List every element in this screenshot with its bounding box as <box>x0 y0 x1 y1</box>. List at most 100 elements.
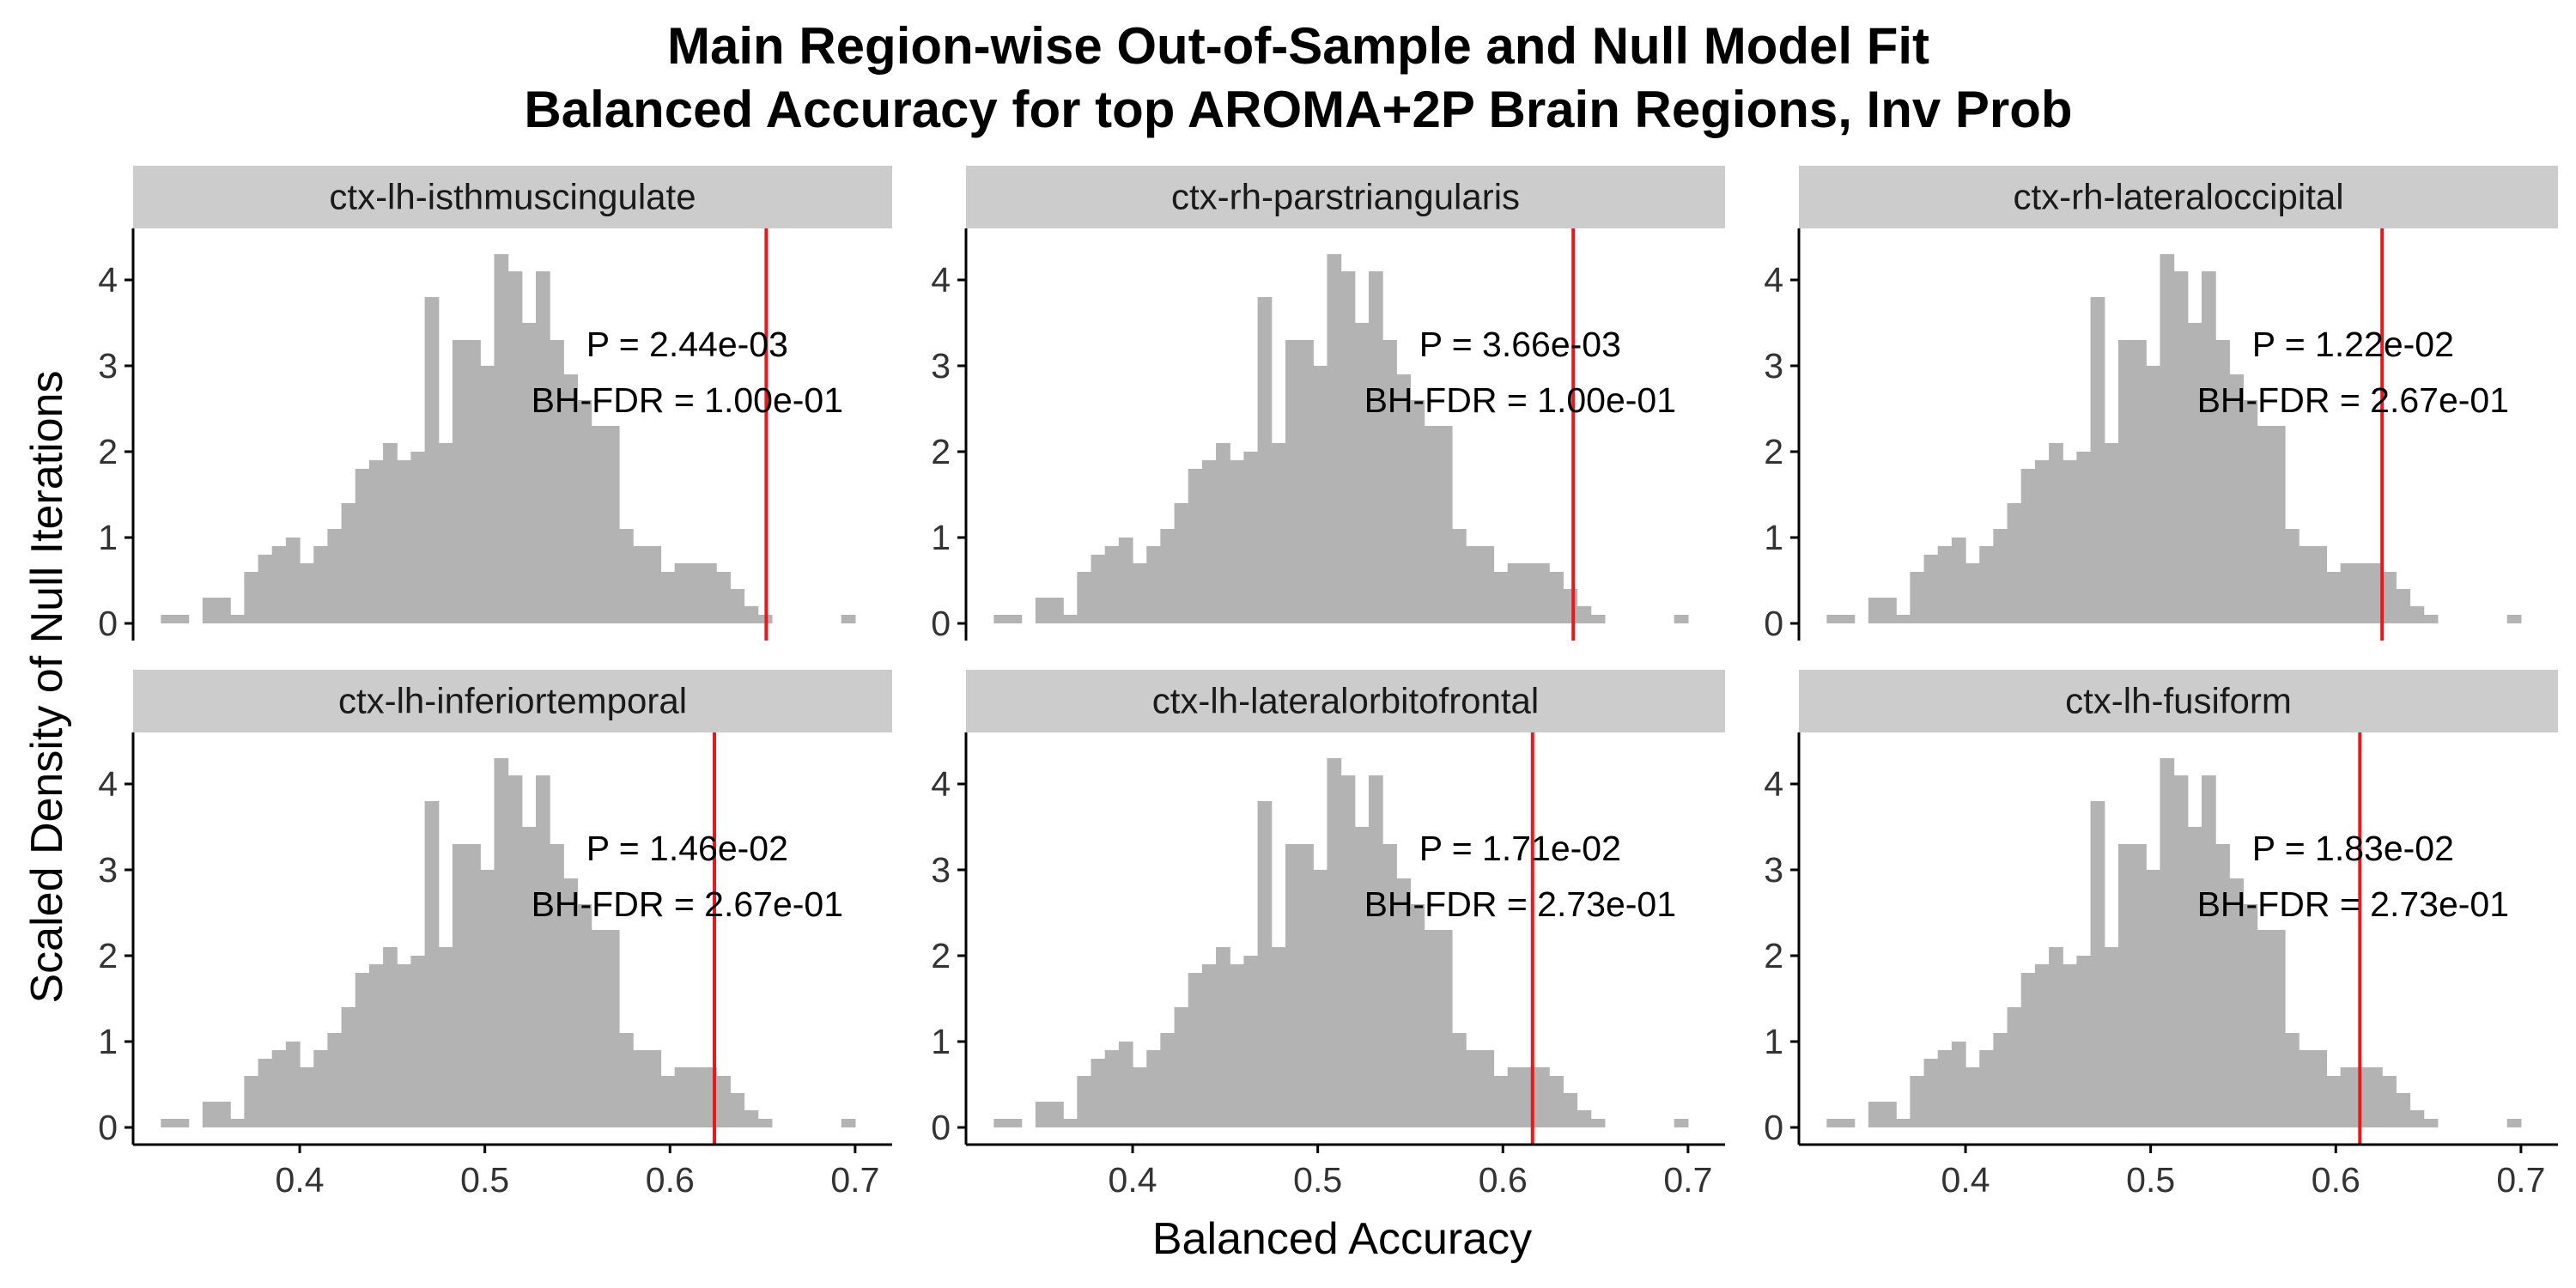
p-value-label: P = 3.66e-03 <box>1419 325 1621 364</box>
histogram-bar <box>1049 1102 1064 1127</box>
histogram-bar <box>368 460 384 623</box>
p-value-label: P = 1.71e-02 <box>1419 829 1621 868</box>
x-tick-label: 0.7 <box>830 1160 879 1200</box>
histogram-bar <box>438 443 453 623</box>
histogram-bar <box>424 801 440 1127</box>
histogram-bar <box>1563 1093 1578 1127</box>
histogram-bar <box>1577 1110 1592 1127</box>
histogram-bar <box>1091 555 1106 623</box>
histogram-bar <box>2368 1067 2383 1127</box>
histogram-bar <box>1174 503 1189 623</box>
histogram-bar <box>1299 844 1314 1127</box>
histogram-bar <box>1868 1102 1883 1127</box>
histogram-bar <box>1882 598 1897 623</box>
histogram-bar <box>2312 546 2328 623</box>
histogram-bar <box>2146 366 2161 623</box>
histogram-bar <box>1201 460 1217 623</box>
histogram-bar <box>2160 254 2175 623</box>
histogram-bar <box>230 615 245 623</box>
histogram-bar <box>1923 1059 1939 1127</box>
histogram-bars <box>993 254 1689 623</box>
bh-fdr-label: BH-FDR = 1.00e-01 <box>1364 380 1676 420</box>
facet-panel: ctx-rh-parstriangularis P = 3.66e-03 BH-FD… <box>931 166 1725 643</box>
histogram-bar <box>1549 572 1564 623</box>
histogram-bar <box>202 598 217 623</box>
x-tick-label: 0.4 <box>1941 1160 1990 1200</box>
y-tick-label: 1 <box>98 518 118 557</box>
histogram-bar <box>1965 1067 1980 1127</box>
p-value-label: P = 2.44e-03 <box>586 325 788 364</box>
histogram-bar <box>2076 452 2092 623</box>
y-tick-label: 4 <box>1764 260 1783 300</box>
histogram-bar <box>1007 615 1023 623</box>
histogram-bar <box>2090 297 2105 623</box>
y-tick-label: 2 <box>1764 936 1783 975</box>
histogram-bar <box>410 956 426 1127</box>
facet-strip-label: ctx-lh-isthmuscingulate <box>329 177 696 217</box>
histogram-bar <box>1521 563 1536 623</box>
histogram-bar <box>1437 930 1453 1127</box>
histogram-bar <box>1146 546 1161 623</box>
histogram-bar <box>1368 271 1383 623</box>
histogram-bar <box>1410 904 1425 1127</box>
histogram-bar <box>383 947 398 1127</box>
bh-fdr-label: BH-FDR = 2.73e-01 <box>2197 884 2509 924</box>
histogram-bar <box>1563 589 1578 623</box>
histogram-bar <box>535 775 550 1127</box>
histogram-bar <box>1979 546 1994 623</box>
histogram-bar <box>2340 563 2355 623</box>
histogram-bar <box>591 930 606 1127</box>
histogram-bar <box>1174 1007 1189 1127</box>
y-axis-title: Scaled Density of Null Iterations <box>22 370 72 1003</box>
histogram-bar <box>2257 930 2272 1127</box>
histogram-bar <box>466 340 481 623</box>
bh-fdr-label: BH-FDR = 2.67e-01 <box>2197 380 2509 420</box>
histogram-bar <box>2326 572 2342 623</box>
facet-strip <box>966 670 1725 732</box>
histogram-bar <box>1466 546 1480 623</box>
histogram-bar <box>1937 546 1953 623</box>
histogram-bar <box>2382 572 2397 623</box>
x-tick-label: 0.5 <box>2126 1160 2175 1200</box>
histogram-bar <box>605 426 620 623</box>
histogram-bar <box>244 572 259 623</box>
histogram-bar <box>341 1007 356 1127</box>
histogram-bar <box>2104 443 2119 623</box>
histogram-bar <box>660 572 676 623</box>
x-tick-label: 0.4 <box>1109 1160 1157 1200</box>
histogram-bar <box>507 775 523 1127</box>
histogram-bar <box>2243 400 2258 623</box>
histogram-bar <box>1327 758 1342 1127</box>
facet-strip-label: ctx-rh-lateraloccipital <box>2013 177 2343 217</box>
histogram-bar <box>1424 426 1439 623</box>
x-axis-title: Balanced Accuracy <box>1152 1214 1532 1264</box>
y-tick-label: 3 <box>98 346 118 386</box>
x-tick-label: 0.7 <box>2496 1160 2545 1200</box>
histogram-bar <box>2117 340 2133 623</box>
histogram-bar <box>1979 1050 1994 1127</box>
histogram-bar <box>647 546 662 623</box>
histogram-bar <box>480 870 495 1127</box>
histogram-bar <box>1424 930 1439 1127</box>
histogram-bar <box>1896 615 1911 623</box>
y-tick-label: 0 <box>1764 604 1783 643</box>
histogram-bar <box>1230 460 1245 623</box>
histogram-bar <box>285 1042 301 1127</box>
histogram-bar <box>1271 443 1286 623</box>
histogram-bar <box>1257 297 1273 623</box>
histogram-bar <box>2423 615 2439 623</box>
histogram-bar <box>1118 1042 1133 1127</box>
facet-strip-label: ctx-lh-lateralorbitofrontal <box>1152 681 1540 721</box>
histogram-bar <box>1451 1033 1467 1127</box>
histogram-bar <box>1910 572 1925 623</box>
histogram-bar <box>841 1119 856 1127</box>
y-tick-label: 3 <box>1764 346 1783 386</box>
histogram-bar <box>424 297 440 623</box>
x-tick-label: 0.6 <box>1479 1160 1528 1200</box>
histogram-bar <box>2132 844 2147 1127</box>
y-tick-label: 1 <box>1764 1022 1783 1061</box>
histogram-bar <box>2187 323 2202 623</box>
histogram-bar <box>2312 1050 2328 1127</box>
histogram-bar <box>1354 323 1370 623</box>
histogram-bar <box>397 460 412 623</box>
